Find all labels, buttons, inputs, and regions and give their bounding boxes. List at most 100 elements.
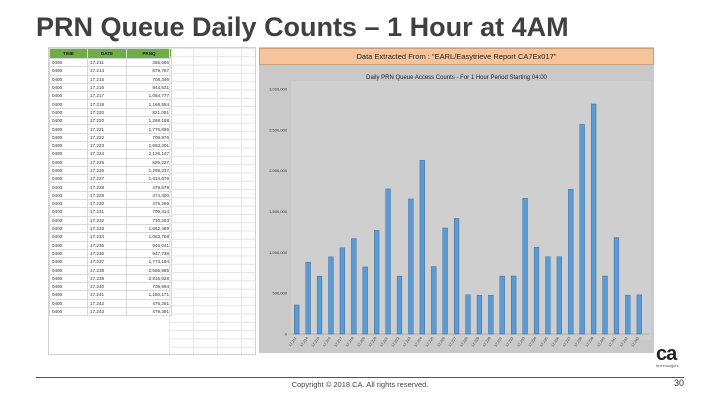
cell-prnq[interactable]: 479,391 (126, 306, 172, 317)
cell-prnq[interactable]: 355,666 (126, 57, 172, 68)
cell-time[interactable]: 0400 (49, 140, 88, 151)
cell-time[interactable]: 0400 (49, 99, 88, 109)
cell-prnq[interactable]: 944,531 (126, 82, 172, 93)
cell-time[interactable]: 0400 (49, 132, 88, 142)
bar[interactable] (431, 266, 437, 335)
cell-date[interactable]: 17.234 (87, 232, 127, 242)
cell-prnq[interactable]: 1,168,584 (126, 99, 172, 109)
cell-time[interactable]: 0400 (49, 82, 88, 93)
bar[interactable] (362, 266, 368, 335)
header-date[interactable]: DATE (87, 48, 127, 59)
cell-prnq[interactable]: 708,976 (126, 132, 172, 142)
cell-date[interactable]: 17.229 (87, 190, 127, 201)
cell-prnq[interactable]: 710,253 (126, 215, 172, 225)
cell-prnq[interactable]: 1,268,168 (126, 116, 172, 126)
header-time[interactable]: TIME (49, 48, 88, 59)
bar[interactable] (499, 275, 505, 335)
cell-date[interactable]: 17.232 (87, 215, 127, 225)
cell-prnq[interactable]: 826,227 (126, 157, 172, 167)
bar[interactable] (568, 188, 574, 335)
cell-prnq[interactable]: 1,773,164 (126, 257, 172, 267)
cell-date[interactable]: 17.233 (87, 223, 127, 234)
cell-time[interactable]: 0400 (49, 248, 88, 259)
cell-date[interactable]: 17.235 (87, 240, 127, 250)
cell-date[interactable]: 17.242 (87, 298, 127, 308)
cell-prnq[interactable]: 1,298,237 (126, 165, 172, 176)
cell-time[interactable]: 0400 (49, 165, 88, 176)
bar[interactable] (591, 103, 597, 335)
cell-date[interactable]: 17.241 (87, 290, 127, 300)
bar[interactable] (476, 295, 483, 335)
cell-prnq[interactable]: 1,776,896 (126, 124, 172, 134)
cell-time[interactable]: 0400 (49, 273, 88, 284)
cell-prnq[interactable]: 1,653,301 (126, 140, 172, 151)
bar[interactable] (556, 256, 562, 335)
cell-time[interactable]: 0400 (49, 207, 88, 217)
bar[interactable] (442, 227, 448, 335)
bar[interactable] (419, 160, 425, 335)
cell-date[interactable]: 17.216 (87, 82, 127, 93)
cell-date[interactable]: 17.237 (87, 257, 127, 267)
cell-time[interactable]: 0400 (49, 116, 88, 126)
cell-time[interactable]: 0400 (49, 157, 88, 167)
cell-prnq[interactable]: 474,400 (126, 190, 172, 201)
cell-date[interactable]: 17.230 (87, 199, 127, 209)
cell-time[interactable]: 0400 (49, 66, 88, 76)
cell-prnq[interactable]: 1,054,777 (126, 91, 172, 101)
bar[interactable] (625, 294, 631, 335)
cell-prnq[interactable]: 1,063,768 (126, 232, 172, 242)
cell-time[interactable]: 0400 (49, 107, 88, 118)
cell-time[interactable]: 0400 (49, 232, 88, 242)
cell-date[interactable]: 17.221 (87, 124, 127, 134)
cell-date[interactable]: 17.214 (87, 66, 127, 76)
cell-date[interactable]: 17.227 (87, 174, 127, 184)
cell-prnq[interactable]: 709,994 (126, 281, 172, 292)
cell-time[interactable]: 0400 (49, 91, 88, 101)
cell-prnq[interactable]: 2,565,985 (126, 265, 172, 275)
bar[interactable] (374, 230, 380, 335)
cell-time[interactable]: 0400 (49, 298, 88, 308)
bar[interactable] (636, 294, 642, 335)
cell-time[interactable]: 0400 (49, 199, 88, 209)
bar[interactable] (522, 198, 528, 335)
cell-prnq[interactable]: 476,261 (126, 298, 172, 308)
cell-date[interactable]: 17.238 (87, 265, 127, 275)
cell-date[interactable]: 17.225 (87, 157, 127, 167)
cell-prnq[interactable]: 2,816,528 (126, 273, 172, 284)
bar[interactable] (465, 294, 471, 335)
bar[interactable] (579, 124, 585, 335)
cell-prnq[interactable]: 1,414,676 (126, 174, 172, 184)
bar[interactable] (294, 304, 300, 335)
cell-date[interactable]: 17.220 (87, 116, 127, 126)
cell-time[interactable]: 0400 (49, 124, 88, 134)
cell-date[interactable]: 17.236 (87, 248, 127, 259)
cell-prnq[interactable]: 708,346 (126, 74, 172, 84)
cell-date[interactable]: 17.211 (87, 57, 127, 68)
cell-time[interactable]: 0400 (49, 240, 88, 250)
bar[interactable] (316, 275, 323, 335)
bar[interactable] (545, 256, 551, 335)
cell-date[interactable]: 17.223 (87, 140, 127, 151)
cell-prnq[interactable]: 947,738 (126, 248, 172, 259)
cell-time[interactable]: 0400 (49, 174, 88, 184)
cell-time[interactable]: 0400 (49, 190, 88, 201)
cell-prnq[interactable]: 2,126,147 (126, 149, 172, 159)
cell-date[interactable]: 17.240 (87, 281, 127, 292)
cell-date[interactable]: 17.243 (87, 306, 127, 317)
bar[interactable] (328, 256, 334, 335)
cell-time[interactable]: 0400 (49, 281, 88, 292)
cell-date[interactable]: 17.222 (87, 132, 127, 142)
cell-date[interactable]: 17.218 (87, 99, 127, 109)
cell-date[interactable]: 17.217 (87, 91, 127, 101)
cell-date[interactable]: 17.239 (87, 273, 127, 284)
cell-time[interactable]: 0400 (49, 306, 88, 317)
bar[interactable] (305, 261, 311, 335)
bar[interactable] (602, 275, 608, 335)
cell-prnq[interactable]: 946,041 (126, 240, 172, 250)
cell-time[interactable]: 0400 (49, 74, 88, 84)
cell-date[interactable]: 17.231 (87, 207, 127, 217)
cell-date[interactable]: 17.224 (87, 149, 127, 159)
bar[interactable] (408, 198, 414, 335)
cell-date[interactable]: 17.220 (87, 107, 127, 118)
bar[interactable] (351, 238, 357, 335)
